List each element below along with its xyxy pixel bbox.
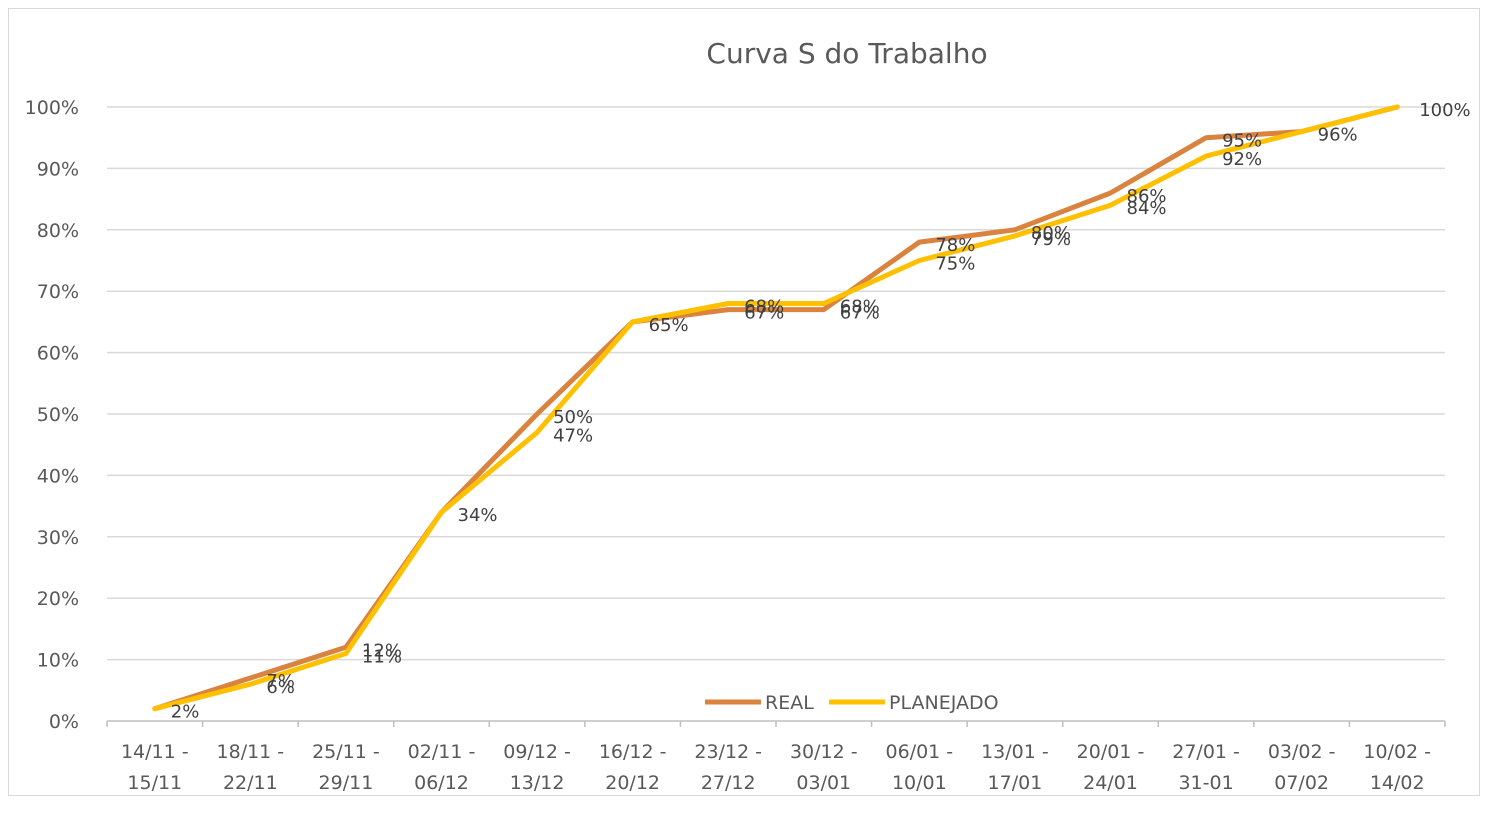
- series-lines: [152, 104, 1400, 712]
- data-label-real: 78%: [935, 235, 975, 256]
- legend-label-planejado: PLANEJADO: [889, 692, 999, 714]
- x-tick-label: 10/02 -: [1363, 741, 1431, 763]
- x-tick-label: 17/01: [988, 772, 1043, 794]
- x-tick-label: 25/11 -: [312, 741, 380, 763]
- y-tick-label: 50%: [37, 404, 79, 426]
- series-line-real: [152, 104, 1400, 712]
- x-tick-label: 10/01: [892, 772, 947, 794]
- x-tick-label: 29/11: [319, 772, 374, 794]
- x-tick-label: 03/01: [796, 772, 851, 794]
- legend-label-real: REAL: [765, 692, 814, 714]
- x-tick-label: 06/01 -: [886, 741, 954, 763]
- series-line-planejado: [152, 104, 1400, 712]
- x-tick-label: 13/12: [510, 772, 565, 794]
- x-tick-label: 24/01: [1083, 772, 1138, 794]
- x-tick-label: 13/01 -: [981, 741, 1049, 763]
- y-tick-label: 60%: [37, 343, 79, 365]
- x-tick-label: 23/12 -: [694, 741, 762, 763]
- data-label-planejado: 47%: [553, 425, 593, 446]
- y-tick-label: 100%: [25, 97, 79, 119]
- data-label-real: 12%: [362, 640, 402, 661]
- chart-title: Curva S do Trabalho: [706, 37, 987, 70]
- x-tick-label: 31-01: [1178, 772, 1233, 794]
- data-label-real: 96%: [1318, 125, 1358, 146]
- data-label-planejado: 68%: [744, 296, 784, 317]
- y-tick-label: 70%: [37, 281, 79, 303]
- data-label-real: 65%: [649, 315, 689, 336]
- data-label-planejado: 75%: [935, 254, 975, 275]
- x-tick-label: 02/11 -: [408, 741, 476, 763]
- data-label-planejado: 68%: [840, 296, 880, 317]
- x-tick-label: 09/12 -: [503, 741, 571, 763]
- y-tick-label: 20%: [37, 588, 79, 610]
- x-tick-label: 14/11 -: [121, 741, 189, 763]
- data-label-real: 67%: [840, 303, 880, 324]
- data-label-real: 80%: [1031, 223, 1071, 244]
- x-tick-label: 30/12 -: [790, 741, 858, 763]
- data-label-real: 86%: [1127, 186, 1167, 207]
- y-tick-label: 0%: [49, 711, 79, 733]
- x-tick-label: 22/11: [223, 772, 278, 794]
- y-tick-label: 40%: [37, 465, 79, 487]
- data-label-real: 100%: [1419, 100, 1470, 121]
- data-label-planejado: 6%: [266, 677, 295, 698]
- data-label-planejado: 84%: [1127, 198, 1167, 219]
- x-tick-label: 18/11 -: [217, 741, 285, 763]
- data-label-planejado: 92%: [1222, 149, 1262, 170]
- x-tick-label: 15/11: [127, 772, 182, 794]
- x-tick-label: 20/12: [605, 772, 660, 794]
- data-label-real: 7%: [266, 671, 295, 692]
- data-label-planejado: 79%: [1031, 229, 1071, 250]
- data-label-real: 67%: [744, 303, 784, 324]
- gridlines: [107, 106, 1445, 722]
- data-label-real: 2%: [171, 702, 200, 723]
- x-tick-label: 27/12: [701, 772, 756, 794]
- y-tick-label: 90%: [37, 158, 79, 180]
- data-labels: 2% 7% 12% 34% 50% 65% 67% 67% 78% 80% 86% 95% 96% 100…: [171, 100, 1471, 723]
- y-tick-label: 30%: [37, 527, 79, 549]
- data-label-real: 95%: [1222, 131, 1262, 152]
- y-tick-label: 80%: [37, 220, 79, 242]
- data-label-real: 34%: [458, 505, 498, 526]
- x-tick-label: 06/12: [414, 772, 469, 794]
- chart-frame: Curva S do Trabalho 0% 10% 20% 30% 40% 50% 60%…: [8, 8, 1480, 796]
- chart-svg: Curva S do Trabalho 0% 10% 20% 30% 40% 50% 60%…: [25, 37, 1471, 794]
- x-tick-label: 14/02: [1370, 772, 1425, 794]
- x-tick-label: 27/01 -: [1172, 741, 1240, 763]
- x-tick-label: 16/12 -: [599, 741, 667, 763]
- x-axis-tick-labels: 14/11 - 15/11 18/11 - 22/11 25/11 - 29/11 02/1…: [106, 721, 1446, 794]
- data-label-planejado: 11%: [362, 646, 402, 667]
- y-tick-label: 10%: [37, 650, 79, 672]
- x-tick-label: 20/01 -: [1077, 741, 1145, 763]
- y-axis-tick-labels: 0% 10% 20% 30% 40% 50% 60% 70% 80% 90% 100%: [25, 97, 79, 733]
- x-tick-label: 07/02: [1274, 772, 1329, 794]
- x-tick-label: 03/02 -: [1268, 741, 1336, 763]
- legend: REAL PLANEJADO: [705, 692, 999, 714]
- data-label-real: 50%: [553, 407, 593, 428]
